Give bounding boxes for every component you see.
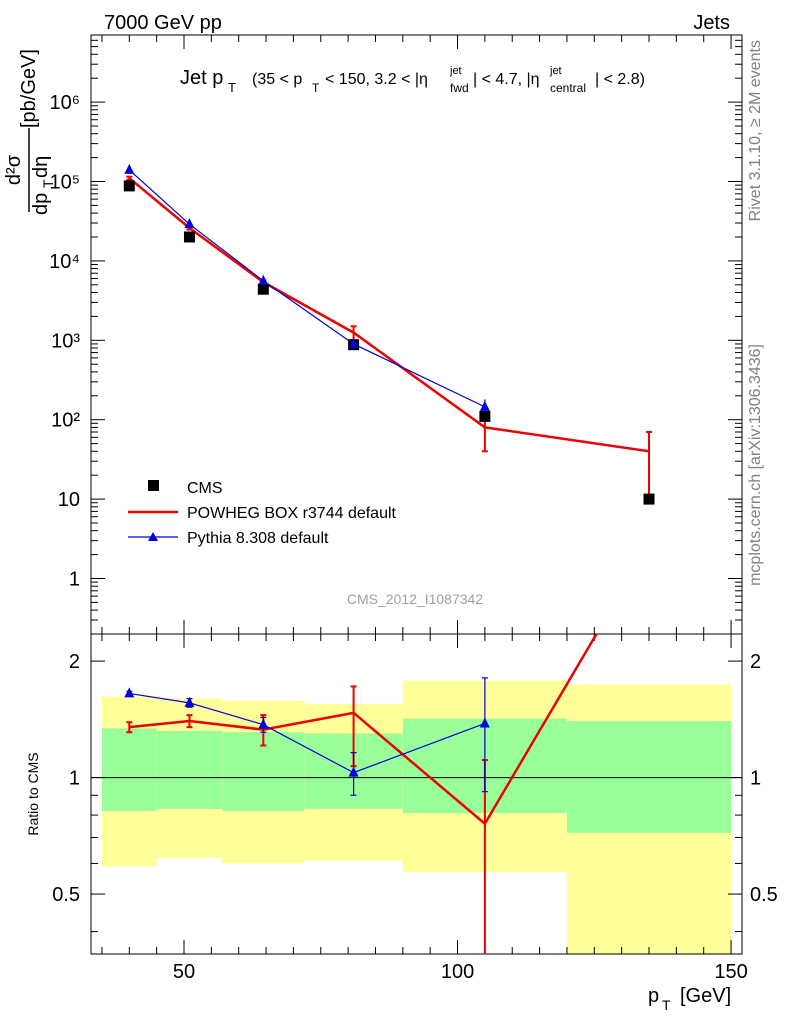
ratio-series-layer	[124, 634, 598, 954]
main-ylabel: d²σ dp T dη [pb/GeV]	[3, 49, 56, 215]
main-ytick-label: 10⁴	[49, 251, 80, 273]
main-series-layer	[123, 163, 655, 505]
ratio-series-clipped	[124, 634, 598, 954]
main-axis-ticks: 1 10 10² 10³ 10⁴ 10⁵ 10⁶	[49, 34, 742, 635]
pythia-point	[479, 400, 490, 411]
legend-pythia-label: Pythia 8.308 default	[187, 530, 329, 547]
title-eta-central-sup: jet	[549, 65, 562, 77]
ratio-ytick-label-left: 2	[69, 651, 80, 673]
ratio-ylabel: Ratio to CMS	[25, 752, 41, 835]
main-ytick-label: 10⁵	[49, 172, 80, 194]
title-eta-fwd-sup: jet	[449, 65, 462, 77]
pythia-line	[128, 169, 486, 408]
main-ytick-label: 10²	[51, 410, 80, 432]
ylabel-unit: [pb/GeV]	[18, 49, 40, 128]
cms-point	[183, 231, 195, 243]
pythia-point	[184, 218, 195, 229]
title-eta-fwd-sub: fwd	[450, 81, 469, 95]
legend: CMS POWHEG BOX r3744 default Pythia 8.30…	[128, 480, 397, 547]
side-text-top: Rivet 3.1.10, ≥ 2M events	[747, 40, 764, 221]
ylabel-numerator: d²σ	[3, 154, 25, 185]
ratio-powheg-line	[129, 634, 598, 826]
ratio-ytick-label-right: 1	[750, 768, 761, 790]
title-eta-central-sub: central	[550, 81, 586, 95]
legend-pythia-marker	[148, 532, 158, 541]
legend-cms-marker	[148, 480, 159, 491]
title-range-mid: < 150, 3.2 < |η	[325, 71, 428, 88]
cms-point	[123, 180, 135, 192]
main-ytick-label: 10	[58, 489, 80, 511]
title-mid2: | < 4.7, |η	[473, 71, 540, 88]
band-inner	[566, 721, 732, 833]
ratio-ytick-label-left: 1	[69, 768, 80, 790]
ratio-pythia-point	[348, 766, 359, 777]
cms-point	[643, 493, 655, 505]
title-main: Jet p	[180, 67, 223, 89]
ratio-pythia-point	[124, 687, 135, 698]
band-inner	[101, 728, 157, 811]
xtick-label: 150	[714, 961, 747, 983]
title-range-sub: T	[312, 81, 320, 95]
legend-cms-label: CMS	[187, 480, 223, 497]
cms-point	[479, 410, 491, 422]
xtick-label: 100	[441, 961, 474, 983]
xlabel-p: p	[648, 985, 659, 1007]
ratio-pythia-point	[258, 718, 269, 729]
pythia-point	[348, 337, 359, 348]
title-end: | < 2.8)	[595, 71, 645, 88]
ratio-panel-frame	[90, 633, 743, 955]
powheg-line	[128, 177, 650, 453]
pythia-point	[124, 163, 135, 174]
header-right: Jets	[693, 12, 730, 34]
cms-point	[257, 283, 269, 295]
main-ytick-label: 10⁶	[50, 92, 80, 114]
ylabel-denominator: dp	[30, 193, 52, 215]
main-ytick-label: 1	[69, 569, 80, 591]
ratio-pythia-point	[184, 696, 195, 707]
main-ytick-label: 10³	[51, 330, 80, 352]
ylabel-denominator-end: dη	[30, 156, 52, 178]
ratio-ytick-label-right: 2	[750, 651, 761, 673]
band-inner	[156, 730, 223, 809]
legend-powheg-label: POWHEG BOX r3744 default	[187, 505, 397, 522]
xlabel: p T [GeV]	[648, 985, 731, 1013]
ratio-ytick-label-right: 0.5	[750, 884, 778, 906]
title-range-open: (35 < p	[252, 71, 302, 88]
ratio-axis-ticks: 0.5 0.5 1 1 2 2 50 100 150	[52, 634, 778, 983]
plot-title: Jet p T (35 < p T < 150, 3.2 < |η jet fw…	[180, 65, 645, 95]
ratio-pythia-point	[479, 717, 490, 728]
watermark: CMS_2012_I1087342	[347, 591, 483, 607]
pythia-point	[258, 274, 269, 285]
ratio-ytick-label-left: 0.5	[52, 884, 80, 906]
xtick-label: 50	[173, 961, 195, 983]
header-left: 7000 GeV pp	[104, 12, 222, 34]
title-main-sub: T	[228, 80, 236, 95]
ylabel-denominator-sub: T	[40, 179, 56, 188]
side-text-bottom: mcplots.cern.ch [arXiv:1306.3436]	[747, 344, 764, 586]
xlabel-sub: T	[662, 997, 671, 1013]
xlabel-unit: [GeV]	[680, 985, 731, 1007]
